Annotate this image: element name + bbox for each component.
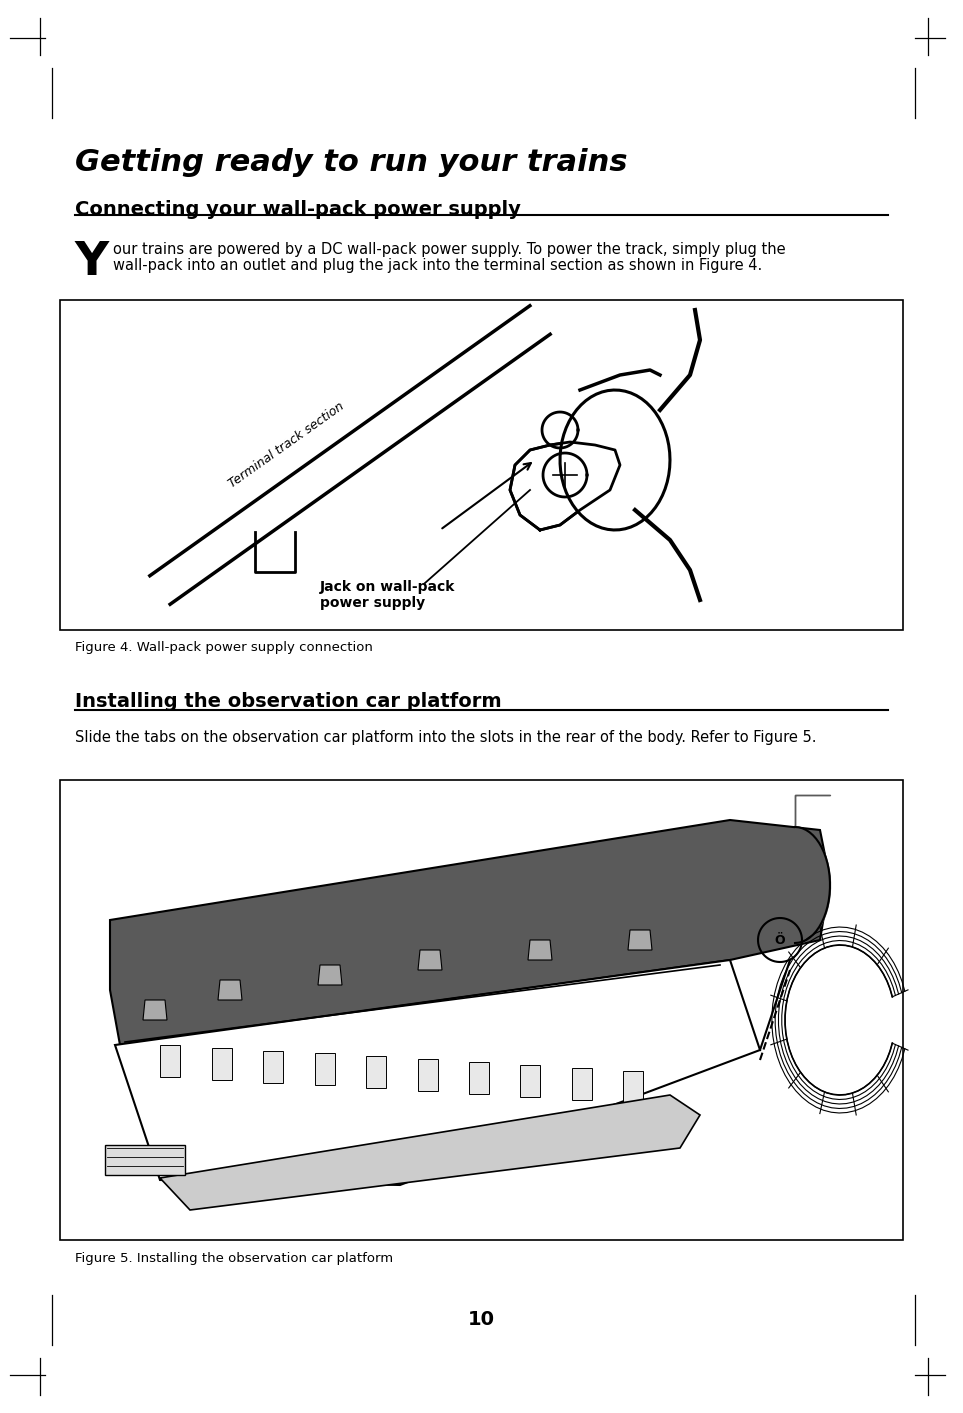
Polygon shape bbox=[105, 1145, 185, 1176]
Text: Figure 4. Wall-pack power supply connection: Figure 4. Wall-pack power supply connect… bbox=[75, 642, 373, 654]
Bar bbox=[60, 780, 903, 1241]
Text: Getting ready to run your trains: Getting ready to run your trains bbox=[75, 148, 628, 177]
Polygon shape bbox=[469, 1063, 489, 1094]
Text: Connecting your wall-pack power supply: Connecting your wall-pack power supply bbox=[75, 201, 521, 219]
Polygon shape bbox=[263, 1051, 283, 1082]
Bar bbox=[60, 300, 903, 630]
Text: Installing the observation car platform: Installing the observation car platform bbox=[75, 692, 502, 711]
Text: Terminal track section: Terminal track section bbox=[226, 400, 347, 490]
Polygon shape bbox=[218, 981, 242, 1000]
Polygon shape bbox=[418, 950, 442, 969]
Polygon shape bbox=[623, 1071, 643, 1102]
Polygon shape bbox=[510, 442, 620, 530]
Text: wall-pack into an outlet and plug the jack into the terminal section as shown in: wall-pack into an outlet and plug the ja… bbox=[113, 259, 763, 273]
Polygon shape bbox=[418, 1060, 437, 1091]
Text: power supply: power supply bbox=[320, 596, 425, 610]
Polygon shape bbox=[528, 940, 552, 959]
Polygon shape bbox=[572, 1068, 592, 1099]
Polygon shape bbox=[161, 1044, 180, 1077]
Polygon shape bbox=[520, 1065, 540, 1096]
Polygon shape bbox=[160, 1095, 700, 1210]
Polygon shape bbox=[315, 1054, 335, 1085]
Polygon shape bbox=[110, 820, 830, 1046]
Text: our trains are powered by a DC wall-pack power supply. To power the track, simpl: our trains are powered by a DC wall-pack… bbox=[113, 242, 786, 257]
Polygon shape bbox=[366, 1057, 386, 1088]
Polygon shape bbox=[212, 1047, 232, 1080]
Polygon shape bbox=[115, 959, 760, 1186]
Text: Figure 5. Installing the observation car platform: Figure 5. Installing the observation car… bbox=[75, 1252, 393, 1265]
Text: Slide the tabs on the observation car platform into the slots in the rear of the: Slide the tabs on the observation car pl… bbox=[75, 731, 817, 745]
Text: Ö: Ö bbox=[774, 934, 785, 947]
Polygon shape bbox=[560, 390, 670, 530]
Text: Jack on wall-pack: Jack on wall-pack bbox=[320, 579, 455, 593]
Polygon shape bbox=[143, 1000, 167, 1020]
Text: 10: 10 bbox=[468, 1310, 495, 1330]
Text: Y: Y bbox=[75, 240, 109, 285]
Polygon shape bbox=[628, 930, 652, 950]
Polygon shape bbox=[318, 965, 342, 985]
